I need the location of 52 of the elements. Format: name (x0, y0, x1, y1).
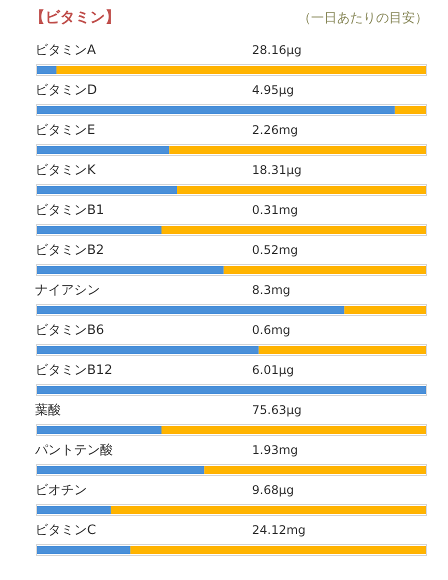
bar (56, 66, 426, 74)
bar (37, 226, 162, 234)
y-tick-label: ビタミンE (35, 123, 96, 138)
bar (110, 506, 426, 514)
bar (258, 346, 426, 354)
bar (161, 426, 426, 434)
bar (37, 306, 344, 314)
annotation: 0.6mg (252, 323, 290, 337)
annotation: 75.63μg (252, 403, 302, 417)
y-tick-label: 葉酸 (35, 403, 61, 418)
bar (169, 146, 426, 154)
bar (37, 466, 204, 474)
y-tick-label: ナイアシン (35, 283, 100, 298)
bar (37, 106, 395, 114)
y-tick-label: パントテン酸 (34, 443, 113, 458)
y-tick-label: ビオチン (35, 483, 87, 498)
bar (37, 66, 56, 74)
bar (161, 226, 426, 234)
y-tick-label: ビタミンD (35, 83, 98, 98)
bar (37, 266, 224, 274)
y-tick-label: ビタミンA (35, 43, 96, 58)
annotation: 6.01μg (252, 363, 294, 377)
y-tick-label: ビタミンB12 (35, 363, 112, 378)
annotation: 24.12mg (252, 523, 306, 537)
chart-title: 【ビタミン】 (30, 8, 120, 26)
bar (224, 266, 426, 274)
bar (394, 106, 426, 114)
annotation: 28.16μg (252, 43, 302, 57)
bar (37, 426, 162, 434)
annotation: 0.31mg (252, 203, 298, 217)
annotation: 0.52mg (252, 243, 298, 257)
annotation: 2.26mg (252, 123, 298, 137)
y-tick-label: ビタミンB2 (35, 243, 104, 258)
y-tick-label: ビタミンC (35, 523, 96, 538)
bar (177, 186, 426, 194)
annotation: 9.68μg (252, 483, 294, 497)
y-tick-label: ビタミンB1 (35, 203, 104, 218)
y-tick-label: ビタミンB6 (35, 323, 104, 338)
bar (344, 306, 426, 314)
annotation: 1.93mg (252, 443, 298, 457)
annotation: 18.31μg (252, 163, 302, 177)
bar (130, 546, 426, 554)
bar (37, 506, 111, 514)
bar (37, 146, 170, 154)
annotation: 8.3mg (252, 283, 290, 297)
y-tick-label: ビタミンK (35, 163, 96, 178)
bar (37, 186, 178, 194)
bar (204, 466, 426, 474)
annotation: 4.95μg (252, 83, 294, 97)
bar (37, 546, 130, 554)
chart-subtitle: （一日あたりの目安） (298, 10, 428, 26)
bar (37, 346, 259, 354)
